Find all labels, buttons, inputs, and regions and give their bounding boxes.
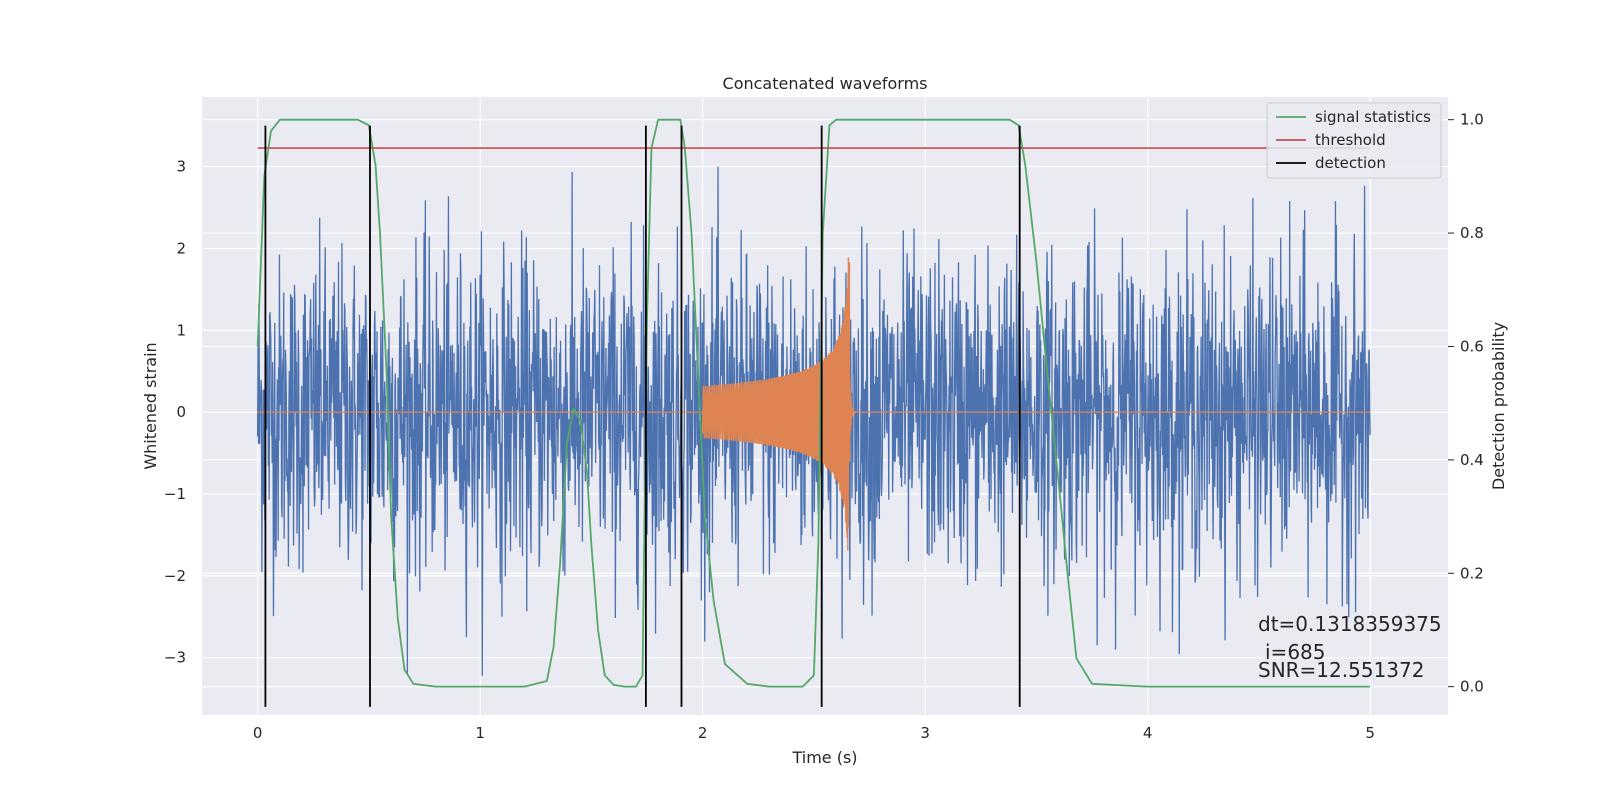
y-tick-label: 3 <box>176 158 186 176</box>
signal-statistics-series <box>256 118 1371 688</box>
y-tick-label: 2 <box>176 239 186 257</box>
legend-label-signal-statistics: signal statistics <box>1315 108 1431 126</box>
x-axis-label: Time (s) <box>791 748 857 767</box>
y-tick-label: 0 <box>176 403 186 421</box>
y2-tick-label: 0.2 <box>1460 564 1484 582</box>
x-tick-label: 5 <box>1365 724 1375 742</box>
legend-label-detection: detection <box>1315 154 1386 172</box>
x-tick-label: 0 <box>253 724 263 742</box>
annotation-i: i=685 <box>1265 640 1326 664</box>
y-tick-label: −2 <box>164 567 186 585</box>
template-line <box>257 257 1371 551</box>
y2-tick-label: 0.0 <box>1460 678 1484 696</box>
signal-statistics-line <box>256 118 1371 688</box>
legend-box <box>1266 102 1442 179</box>
chart-title: Concatenated waveforms <box>723 74 928 93</box>
annotation-snr: SNR=12.551372 <box>1258 658 1424 682</box>
y2-tick-label: 0.6 <box>1460 337 1484 355</box>
legend: signal statistics threshold detection <box>1266 102 1442 179</box>
y-tick-label: −1 <box>164 485 186 503</box>
y-tick-label: −3 <box>164 649 186 667</box>
y2-tick-label: 0.4 <box>1460 451 1484 469</box>
annotation-dt: dt=0.1318359375 <box>1258 612 1442 636</box>
tick-labels: 0 1 2 3 4 5 −3 −2 −1 0 1 2 3 0.0 0.2 0.4 0.6 0.8 1.0 <box>164 111 1484 742</box>
x-tick-label: 1 <box>475 724 485 742</box>
y2-tick-label: 1.0 <box>1460 111 1484 129</box>
template-series <box>257 257 1371 551</box>
y2-axis-label: Detection probability <box>1489 322 1508 490</box>
y-axis-label: Whitened strain <box>141 342 160 469</box>
detection-series <box>264 125 1021 707</box>
legend-label-threshold: threshold <box>1315 131 1386 149</box>
x-tick-label: 4 <box>1143 724 1153 742</box>
annotations: dt=0.1318359375 i=685 SNR=12.551372 <box>1258 612 1442 682</box>
y-tick-label: 1 <box>176 321 186 339</box>
y2-tick-label: 0.8 <box>1460 224 1484 242</box>
x-tick-label: 2 <box>698 724 708 742</box>
x-tick-label: 3 <box>920 724 930 742</box>
